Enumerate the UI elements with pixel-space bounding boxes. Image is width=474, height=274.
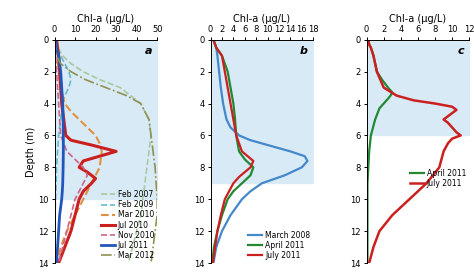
Y-axis label: Depth (m): Depth (m) [26,126,36,176]
X-axis label: Chl-a (μg/L): Chl-a (μg/L) [77,15,135,24]
Text: b: b [300,46,308,56]
Legend: April 2011, July 2011: April 2011, July 2011 [409,168,467,189]
X-axis label: Chl-a (μg/L): Chl-a (μg/L) [233,15,291,24]
Text: c: c [457,46,464,56]
Text: a: a [145,46,152,56]
Legend: Feb 2007, Feb 2009, Mar 2010, Jul 2010, Nov 2010, Jul 2011, Mar 2012: Feb 2007, Feb 2009, Mar 2010, Jul 2010, … [100,189,155,261]
X-axis label: Chl-a (μg/L): Chl-a (μg/L) [389,15,447,24]
Legend: March 2008, April 2011, July 2011: March 2008, April 2011, July 2011 [247,230,311,261]
